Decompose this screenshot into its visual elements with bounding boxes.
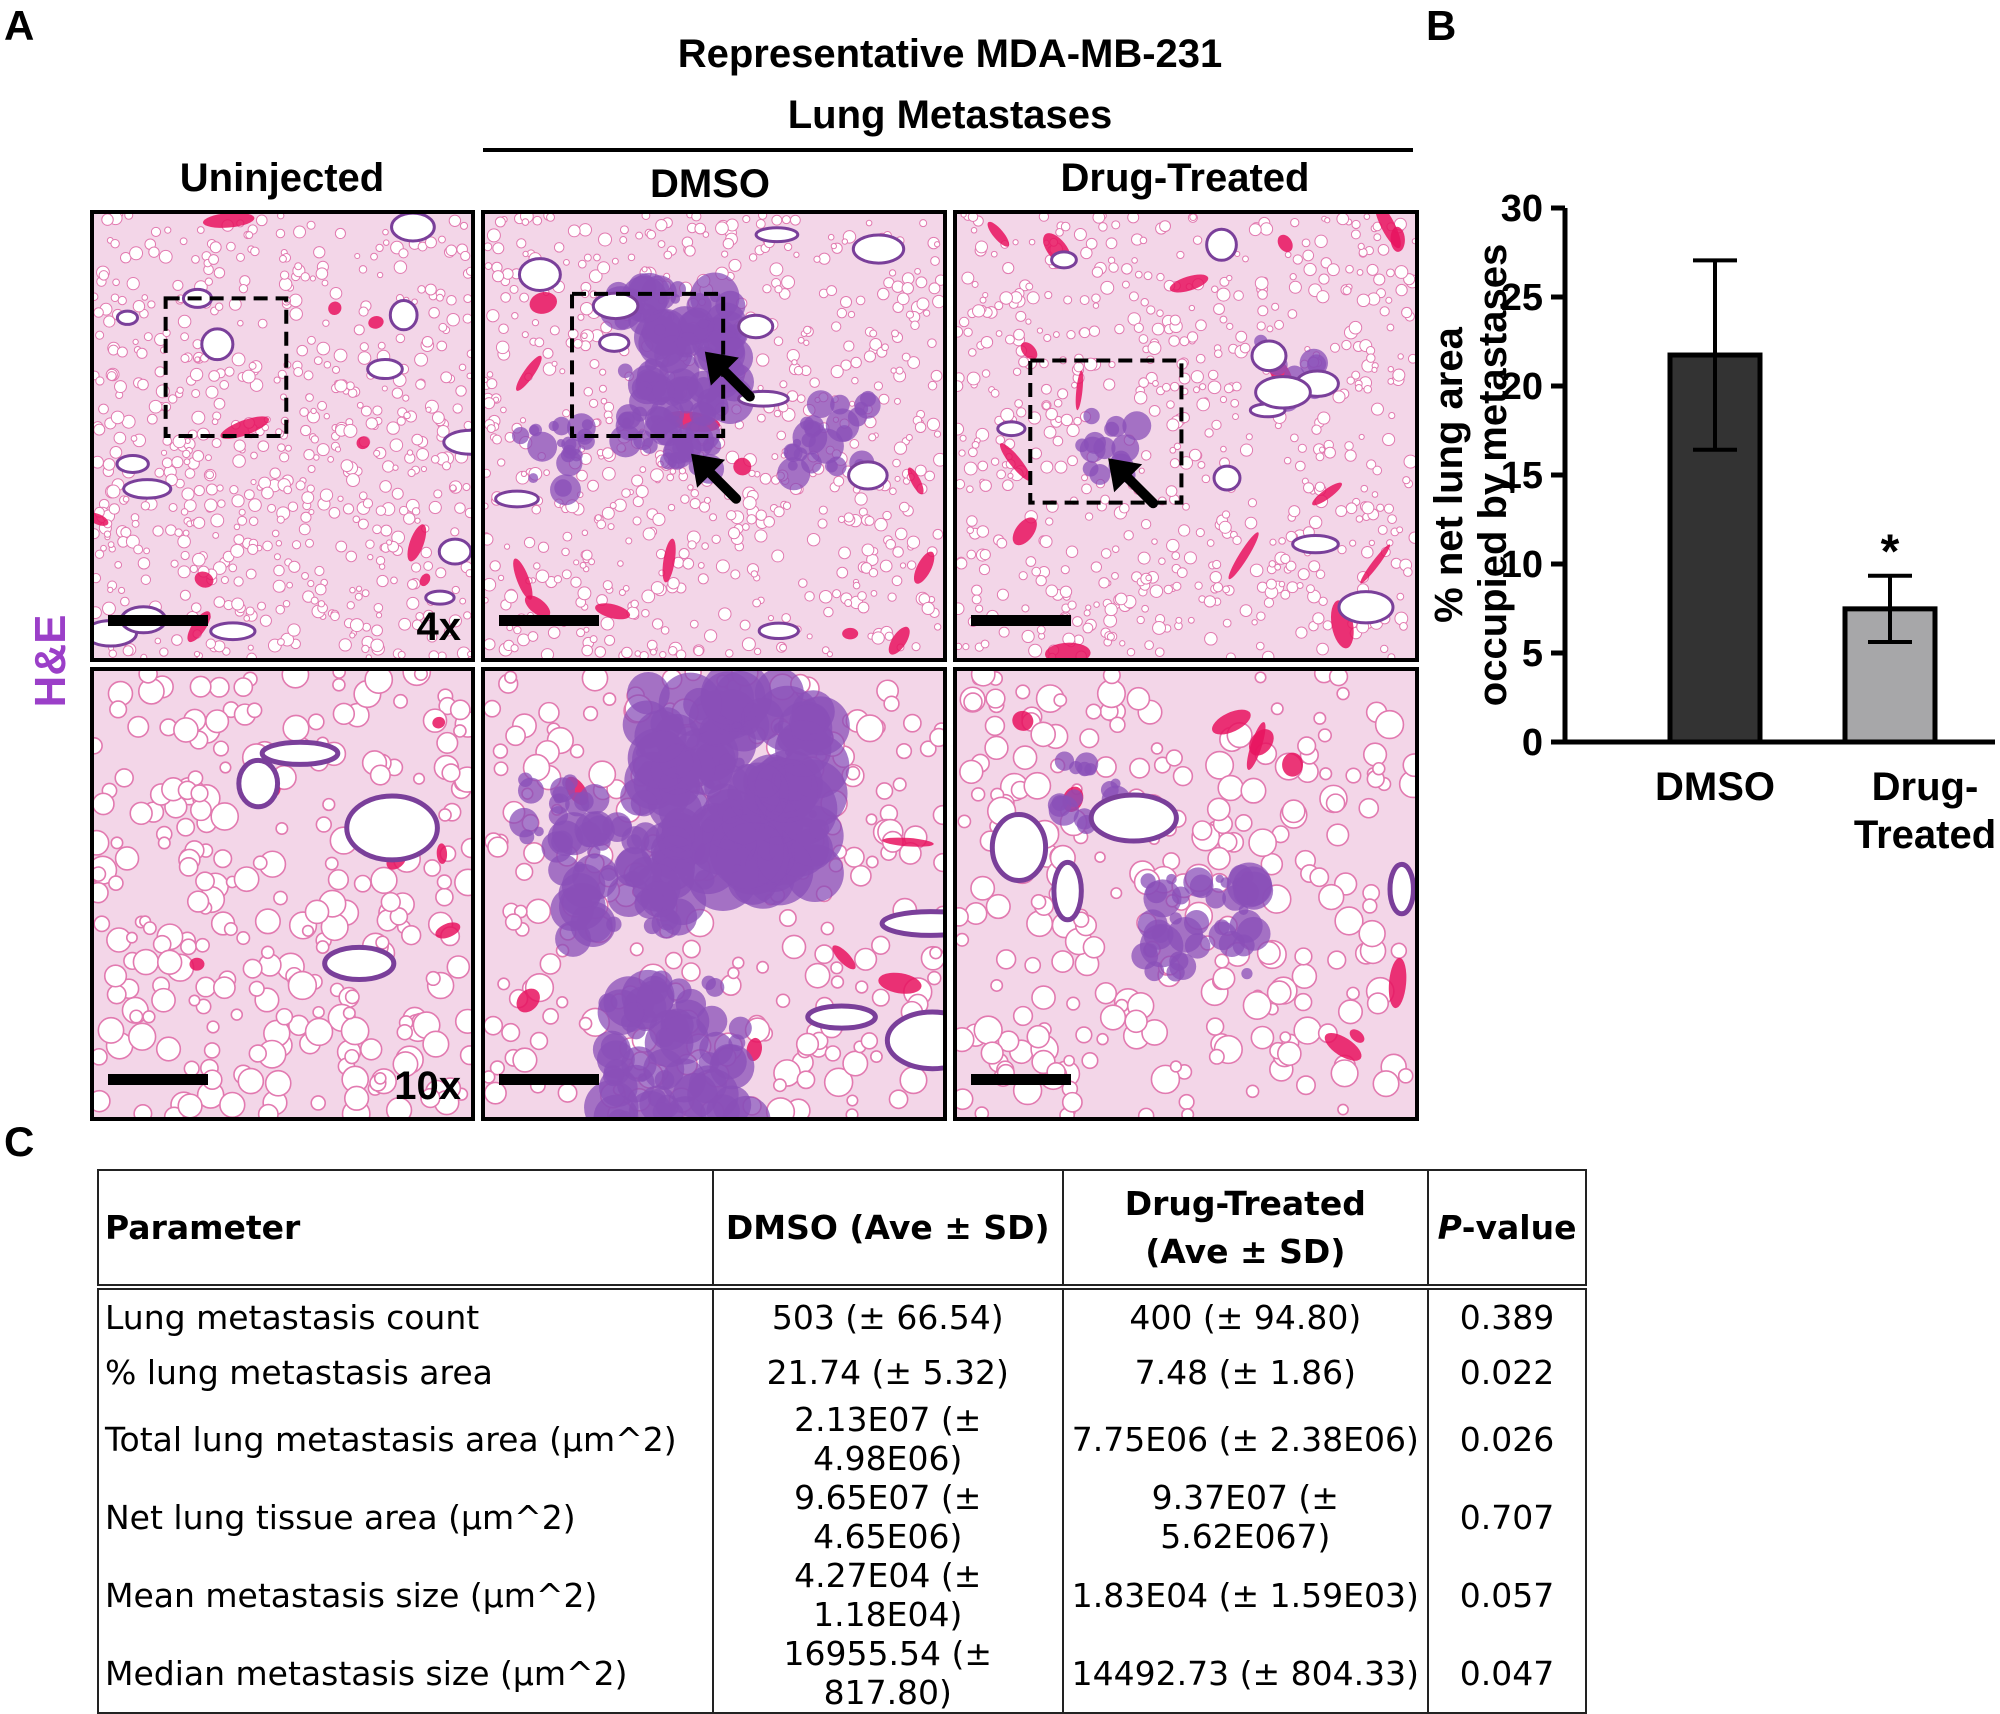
table-row: Lung metastasis count 503 (± 66.54) 400 (±…: [97, 1287, 1587, 1345]
header-p-italic: P: [1437, 1208, 1462, 1247]
bar-chart: 0 5 10 15 20 25 30 % net lung areaoccupied by m…: [1430, 188, 1996, 857]
table-row: Total lung metastasis area (µm^2) 2.13E07…: [97, 1400, 1587, 1478]
cell-dmso: 21.74 (± 5.32): [711, 1345, 1064, 1400]
micrograph-dmso-4x: [481, 210, 947, 662]
cell-p-value: 0.022: [1427, 1345, 1587, 1400]
y-tick-label: 30: [1501, 188, 1543, 230]
micrograph-uninjected-10x: 10x: [90, 667, 475, 1121]
header-p-suffix: -value: [1461, 1208, 1577, 1247]
arrow-icon: [704, 351, 755, 402]
category-label: Treated: [1854, 813, 1996, 857]
panel-a-header-line1: Representative MDA-MB-231: [677, 32, 1223, 76]
cell-parameter: Median metastasis size (µm^2): [97, 1634, 714, 1714]
scale-bar: [971, 615, 1071, 626]
category-label: Drug-: [1872, 765, 1979, 809]
cell-drug-treated: 400 (± 94.80): [1061, 1287, 1430, 1345]
cell-p-value: 0.047: [1427, 1634, 1587, 1714]
tissue-texture: [485, 671, 943, 1117]
panel-label-a: A: [4, 2, 35, 49]
magnification-label: 4x: [416, 605, 462, 649]
error-bar: [1693, 258, 1737, 452]
stain-label-he: H&E: [26, 614, 75, 708]
cell-dmso: 16955.54 (± 817.80): [711, 1634, 1064, 1714]
header-drug-treated: Drug-Treated (Ave ± SD): [1061, 1169, 1430, 1288]
arrow-icon: [691, 453, 742, 504]
category-label: DMSO: [1655, 765, 1775, 809]
panel-label-c: C: [4, 1118, 35, 1165]
cell-dmso: 503 (± 66.54): [711, 1287, 1064, 1345]
magnification-label: 10x: [394, 1064, 461, 1108]
y-tick-label: 5: [1522, 633, 1543, 675]
cell-p-value: 0.026: [1427, 1400, 1587, 1478]
y-tick-label: 0: [1522, 722, 1543, 764]
cell-drug-treated: 1.83E04 (± 1.59E03): [1061, 1556, 1430, 1634]
tissue-texture: [957, 214, 1415, 658]
cell-parameter: % lung metastasis area: [97, 1345, 714, 1400]
header-p-value: P-value: [1427, 1169, 1587, 1288]
scale-bar: [108, 1074, 208, 1085]
tissue-texture: [485, 214, 943, 658]
panel-label-b: B: [1426, 2, 1457, 49]
table-row: Mean metastasis size (µm^2) 4.27E04 (± 1.…: [97, 1556, 1587, 1634]
table-header-row: Parameter DMSO (Ave ± SD) Drug-Treated (…: [97, 1169, 1587, 1288]
cell-p-value: 0.389: [1427, 1287, 1587, 1345]
cell-parameter: Lung metastasis count: [97, 1287, 714, 1345]
cell-drug-treated: 14492.73 (± 804.33): [1061, 1634, 1430, 1714]
table-row: Net lung tissue area (µm^2) 9.65E07 (± 4.…: [97, 1478, 1587, 1556]
scale-bar: [108, 615, 208, 626]
cell-dmso: 4.27E04 (± 1.18E04): [711, 1556, 1064, 1634]
column-header-dmso: DMSO: [650, 162, 770, 206]
micrograph-drug-treated-4x: [953, 210, 1419, 662]
cell-p-value: 0.707: [1427, 1478, 1587, 1556]
micrograph-dmso-10x: [481, 667, 947, 1121]
micrograph-uninjected-4x: 4x: [90, 210, 475, 662]
cell-drug-treated: 9.37E07 (± 5.62E067): [1061, 1478, 1430, 1556]
significance-marker: *: [1881, 526, 1900, 579]
cell-dmso: 9.65E07 (± 4.65E06): [711, 1478, 1064, 1556]
cell-drug-treated: 7.75E06 (± 2.38E06): [1061, 1400, 1430, 1478]
y-tick-label: 15: [1501, 455, 1543, 497]
panel-a-header-line2: Lung Metastases: [787, 93, 1113, 137]
table-row: Median metastasis size (µm^2) 16955.54 (±…: [97, 1634, 1587, 1714]
header-underline: [483, 148, 1413, 152]
tissue-texture: [94, 214, 471, 658]
header-dmso: DMSO (Ave ± SD): [711, 1169, 1064, 1288]
y-tick-label: 10: [1501, 544, 1543, 586]
y-tick-label: 25: [1501, 277, 1543, 319]
parameter-table: Parameter DMSO (Ave ± SD) Drug-Treated (…: [97, 1169, 1587, 1714]
column-header-drug-treated: Drug-Treated: [1060, 156, 1310, 200]
cell-parameter: Total lung metastasis area (µm^2): [97, 1400, 714, 1478]
y-axis-title: % net lung areaoccupied by metastases: [1430, 244, 1515, 706]
tissue-texture: [957, 671, 1415, 1117]
y-tick-label: 20: [1501, 366, 1543, 408]
cell-parameter: Mean metastasis size (µm^2): [97, 1556, 714, 1634]
cell-dmso: 2.13E07 (± 4.98E06): [711, 1400, 1064, 1478]
column-header-uninjected: Uninjected: [179, 156, 385, 200]
cell-drug-treated: 7.48 (± 1.86): [1061, 1345, 1430, 1400]
header-parameter: Parameter: [97, 1169, 714, 1288]
scale-bar: [499, 1074, 599, 1085]
error-bar: [1868, 573, 1912, 644]
table-row: % lung metastasis area 21.74 (± 5.32) 7.48…: [97, 1345, 1587, 1400]
scale-bar: [499, 615, 599, 626]
cell-parameter: Net lung tissue area (µm^2): [97, 1478, 714, 1556]
arrow-icon: [1108, 458, 1159, 509]
scale-bar: [971, 1074, 1071, 1085]
tissue-texture: [94, 671, 471, 1117]
cell-p-value: 0.057: [1427, 1556, 1587, 1634]
micrograph-drug-treated-10x: [953, 667, 1419, 1121]
